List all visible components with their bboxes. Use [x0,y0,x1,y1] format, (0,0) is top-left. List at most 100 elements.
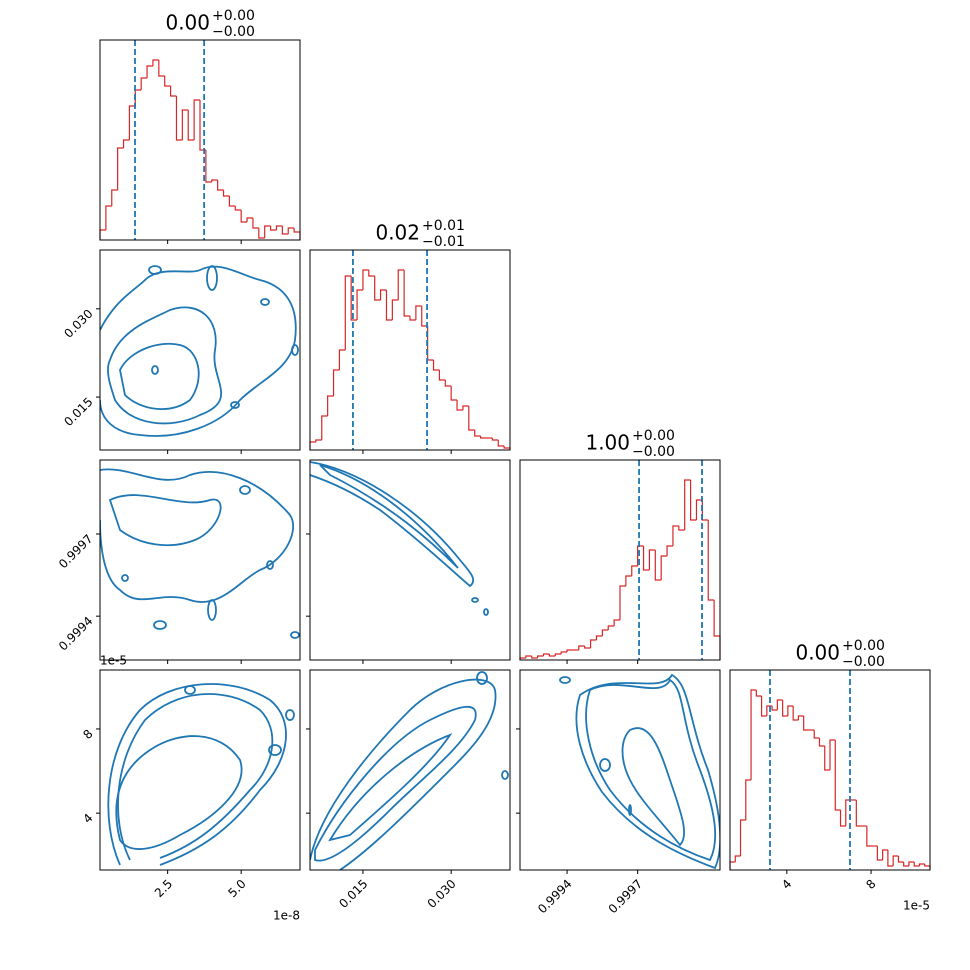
contour-shapes [107,683,295,866]
hist-bin [379,289,387,300]
hist-bin [415,305,422,320]
hist-bin [792,706,799,721]
hist-bin [175,96,183,141]
hist-bin [707,520,715,601]
hist-bin [146,65,153,78]
hist-bin [760,696,767,717]
hist-bin [217,180,224,191]
hist-bin [438,370,446,381]
y-tick-label: 0.030 [61,307,95,341]
hist-bin [897,856,904,863]
hist-bin [750,689,757,780]
panel-frame [519,669,721,871]
title-upper: +0.00 [842,638,885,654]
y-tick-label: 0.9994 [56,614,96,654]
hist-bin [275,225,283,230]
panel-frame [309,249,511,451]
hist-bin [613,619,620,626]
y-tick-label: 4 [80,811,95,826]
hist-bin [240,210,248,223]
contour-shapes [100,265,299,437]
title-value: 0.00 [795,641,840,665]
panel-frame [99,249,301,451]
hist-bin [427,326,434,361]
hist-bin [739,819,746,856]
hist-bin [228,196,236,207]
hist-bin [834,740,841,811]
hist-bin [595,635,603,640]
hist-bin [258,228,265,239]
x-tick-label: 4 [779,877,794,892]
hist-bin [205,150,212,183]
hist-bin [601,629,609,636]
hist-bin [584,646,591,649]
title-value: 0.00 [165,11,210,35]
hist-bin [855,800,862,827]
hist-bin [882,849,888,860]
hist-bin [566,649,573,652]
hist-bin [678,526,685,531]
hist-bin [654,550,662,581]
y-offset-label: 1e-5 [100,654,127,668]
hist-bin [695,499,703,520]
hist-bin [560,651,568,654]
hist-bin [729,861,736,870]
hist-bin [309,441,316,450]
title-value: 1.00 [585,431,630,455]
hist-bin [787,705,794,716]
hist-bin [111,189,118,206]
hist-bin [327,395,334,416]
hist-bin [338,349,346,370]
x-tick-label: 0.9994 [535,877,575,917]
hist-bin [578,645,585,650]
x-tick-label: 0.9997 [606,877,646,917]
hist-bin [421,306,428,327]
hist-bin [246,217,253,222]
hist-bin [642,546,650,571]
y-tick-label: 8 [80,727,95,742]
hist-bin [403,270,410,317]
x-tick-label: 5.0 [225,877,248,900]
hist-bin [374,276,381,301]
title-lower: −0.00 [632,444,675,460]
hist-bin [771,706,778,711]
hist-bin [187,110,195,141]
hist-bin [444,380,452,387]
hist-bin [468,406,475,431]
hist-bin [432,360,440,371]
y-tick-label: 0.9997 [56,532,96,572]
hist-bin [281,226,289,235]
hist-bin [350,276,358,321]
hist-bin [537,655,544,658]
hist-bin [503,446,511,450]
hist-bin [672,525,679,546]
hist-bin [158,60,165,77]
hist-bin [164,76,171,87]
contour-shapes [100,468,300,639]
hist-bin [450,386,458,401]
hist-bin [117,147,124,190]
hist-bin [803,716,809,731]
hist-bin [542,653,550,656]
hist-bin [293,228,301,240]
hist-bin [169,86,177,97]
hist-bin [456,400,463,411]
hist-bin [631,565,638,576]
hist-bin [782,700,788,717]
hist-bin [813,730,820,739]
hist-bin [105,205,112,230]
hist-bin [913,862,920,867]
panel-frame [99,459,301,661]
hist-bin [181,109,189,140]
y-tick-label: 0.015 [61,395,95,429]
hist-bin [845,799,852,826]
hist-bin [315,439,322,442]
title-lower: −0.01 [422,234,465,250]
hist-bin [287,227,295,234]
hist-bin [554,653,562,656]
hist-bin [607,625,615,630]
hist-bin [866,826,873,847]
hist-bin [701,500,709,521]
x-tick-label: 8 [863,877,878,892]
